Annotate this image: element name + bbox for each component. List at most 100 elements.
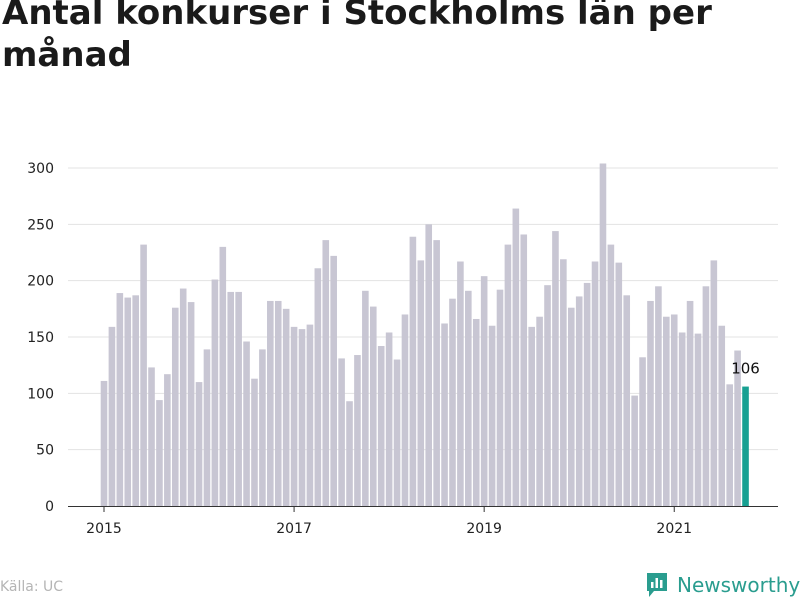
bar	[401, 314, 409, 506]
bar	[369, 306, 377, 506]
bar	[100, 380, 108, 506]
x-tick-label: 2017	[276, 521, 312, 537]
bar	[599, 163, 607, 507]
bar	[362, 290, 369, 506]
bar	[330, 255, 337, 506]
brand-logo[interactable]: Newsworthy	[645, 570, 800, 600]
bar	[528, 326, 535, 506]
bar	[694, 333, 702, 506]
bar	[132, 295, 139, 506]
bar	[306, 324, 314, 506]
bar	[314, 268, 322, 506]
bar	[488, 325, 496, 506]
bar	[251, 378, 258, 506]
bar	[195, 382, 203, 506]
bar	[393, 359, 401, 506]
bar	[472, 318, 480, 506]
bar	[179, 288, 187, 506]
x-tick-label: 2019	[466, 521, 502, 537]
bar	[567, 307, 575, 506]
y-tick-label: 0	[45, 499, 54, 515]
bar	[409, 236, 417, 507]
bar	[148, 367, 155, 506]
bar	[449, 298, 456, 506]
y-tick-label: 50	[36, 443, 54, 459]
brand-name: Newsworthy	[677, 573, 800, 597]
bar	[377, 346, 385, 506]
bar	[552, 231, 559, 506]
bar	[639, 357, 646, 506]
bar	[575, 296, 583, 506]
bar	[686, 300, 694, 506]
y-tick-label: 100	[27, 386, 54, 402]
bar	[164, 374, 171, 506]
bar	[536, 316, 543, 506]
bar	[457, 261, 464, 506]
bar	[433, 240, 440, 507]
y-tick-label: 300	[27, 161, 54, 177]
bar	[480, 276, 488, 506]
bar	[259, 349, 266, 506]
bar	[702, 286, 710, 506]
bar-highlight	[742, 386, 749, 506]
bar	[647, 300, 654, 506]
bar	[734, 350, 741, 506]
bar	[544, 285, 551, 506]
bar	[615, 262, 623, 506]
y-tick-label: 250	[27, 217, 54, 233]
bar	[504, 244, 512, 507]
bar	[235, 291, 242, 506]
bar	[243, 341, 250, 506]
bar	[583, 282, 591, 506]
bar	[512, 208, 520, 506]
bar	[655, 286, 662, 506]
bar	[156, 400, 163, 506]
bar	[203, 349, 211, 506]
bar	[187, 302, 195, 506]
y-tick-label: 150	[27, 330, 54, 346]
bar	[171, 307, 179, 506]
bar	[298, 329, 306, 506]
bar	[496, 289, 504, 506]
bar	[211, 279, 219, 506]
bar	[591, 261, 599, 506]
source-label: Källa: UC	[0, 579, 64, 595]
bar	[219, 246, 227, 506]
bar	[417, 260, 425, 506]
bar	[108, 326, 116, 506]
bar	[465, 290, 472, 506]
bar	[385, 332, 393, 506]
bar	[346, 401, 353, 506]
bar	[520, 234, 528, 506]
bar	[227, 291, 235, 506]
bar	[274, 300, 282, 506]
bar	[710, 260, 718, 506]
bar	[726, 384, 733, 506]
bar	[560, 259, 567, 506]
bar	[631, 395, 638, 506]
bar	[116, 293, 124, 506]
bar	[354, 355, 361, 506]
value-label: 106	[731, 360, 760, 378]
newsworthy-logo-icon	[647, 573, 667, 597]
bar	[290, 326, 298, 506]
bar	[322, 240, 330, 507]
x-tick-label: 2015	[86, 521, 122, 537]
bar	[607, 244, 615, 507]
y-tick-label: 200	[27, 274, 54, 290]
bar	[670, 314, 678, 506]
bar	[282, 308, 290, 506]
bar	[441, 323, 448, 506]
bar	[425, 224, 433, 506]
bar	[718, 325, 726, 506]
bar	[623, 295, 631, 506]
bar	[678, 332, 686, 506]
bar	[663, 316, 670, 506]
bar	[267, 300, 274, 506]
bar	[140, 244, 147, 507]
x-tick-label: 2021	[656, 521, 692, 537]
chart-title: Antal konkurser i Stockholms län per mån…	[2, 0, 712, 75]
bar	[124, 297, 132, 506]
bar	[338, 358, 345, 506]
